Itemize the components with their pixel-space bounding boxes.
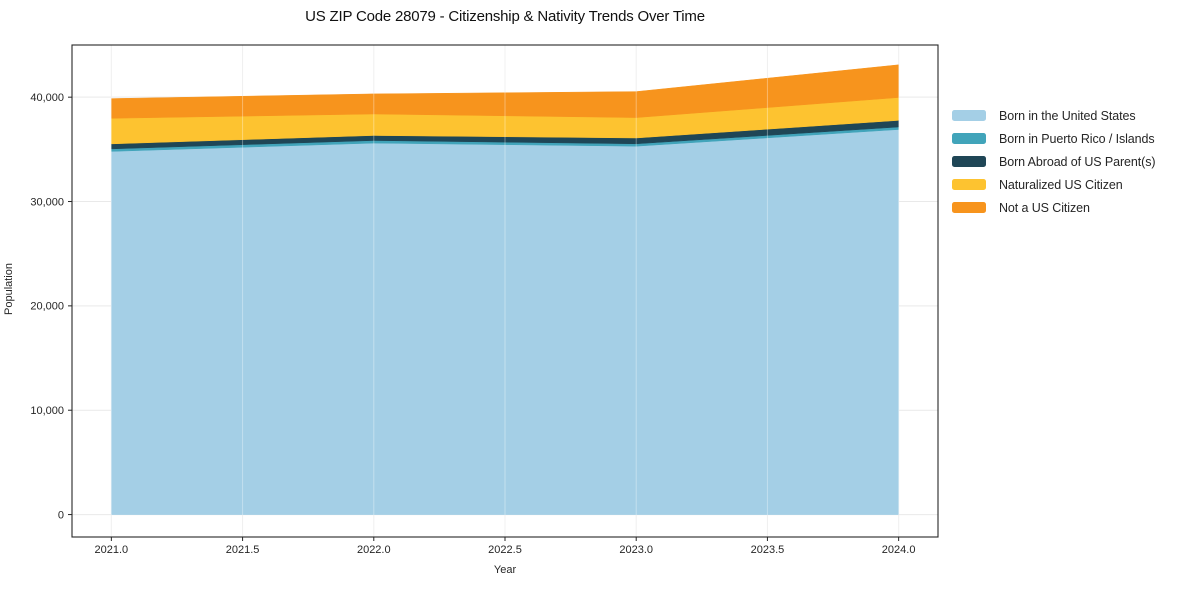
y-tick-label: 30,000: [30, 196, 64, 208]
x-tick-label: 2022.0: [357, 544, 391, 556]
y-tick-label: 20,000: [30, 301, 64, 313]
legend-item: Not a US Citizen: [952, 196, 1155, 219]
legend-swatch-naturalized: [952, 179, 986, 190]
legend-swatch-born-in-us: [952, 110, 986, 121]
x-tick-label: 2021.0: [95, 544, 129, 556]
legend-swatch-born-abroad: [952, 156, 986, 167]
x-tick-label: 2021.5: [226, 544, 260, 556]
legend: Born in the United States Born in Puerto…: [952, 104, 1156, 219]
legend-swatch-not-citizen: [952, 202, 986, 213]
y-tick-label: 10,000: [30, 405, 64, 417]
legend-item: Born in Puerto Rico / Islands: [952, 127, 1155, 150]
legend-label: Naturalized US Citizen: [999, 177, 1123, 192]
legend-swatch-born-puerto-rico: [952, 133, 986, 144]
x-tick-label: 2023.5: [751, 544, 785, 556]
area-series-4: [111, 64, 899, 119]
legend-item: Born Abroad of US Parent(s): [952, 150, 1156, 173]
x-tick-label: 2023.0: [619, 544, 653, 556]
x-axis-label: Year: [493, 564, 517, 576]
legend-label: Born in the United States: [999, 108, 1136, 123]
legend-label: Born Abroad of US Parent(s): [999, 154, 1156, 169]
y-tick-label: 40,000: [30, 92, 64, 104]
legend-item: Naturalized US Citizen: [952, 173, 1155, 196]
legend-label: Not a US Citizen: [999, 200, 1090, 215]
y-tick-label: 0: [58, 509, 64, 521]
x-tick-label: 2024.0: [882, 544, 916, 556]
legend-item: Born in the United States: [952, 104, 1155, 127]
legend-label: Born in Puerto Rico / Islands: [999, 131, 1155, 146]
x-tick-label: 2022.5: [488, 544, 522, 556]
chart-title: US ZIP Code 28079 - Citizenship & Nativi…: [305, 8, 705, 25]
